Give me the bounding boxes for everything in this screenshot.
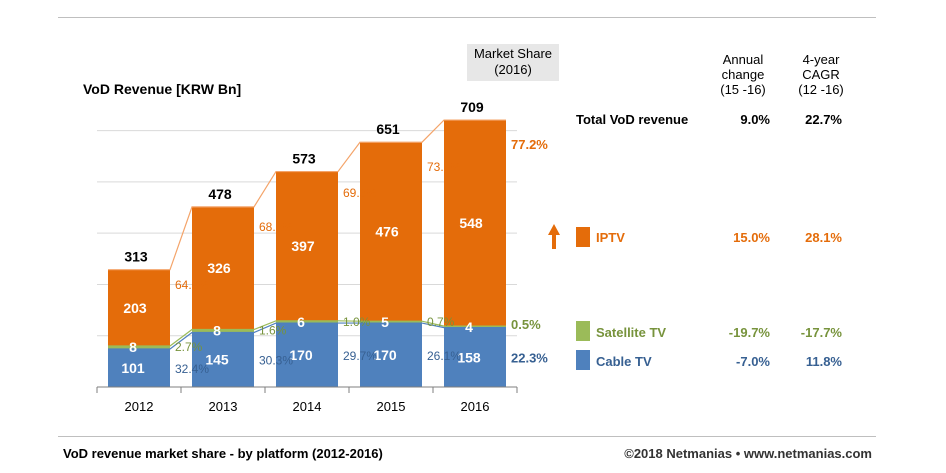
footer-caption: VoD revenue market share - by platform (… — [63, 446, 383, 461]
iptv-share-label: 69.3% — [343, 186, 377, 200]
satellite-value-label: 4 — [465, 319, 473, 335]
satellite-value-label: 5 — [381, 314, 389, 330]
bar-satellite-tv — [444, 326, 506, 328]
satellite-value-label: 8 — [129, 339, 137, 355]
total-row-label: Total VoD revenue — [576, 112, 689, 127]
iptv-share-label: 73.1% — [427, 160, 461, 174]
total-label: 651 — [376, 121, 400, 137]
cable-share-line — [108, 322, 506, 350]
cable-value-label: 101 — [121, 360, 145, 376]
satellite-share-label: 0.7% — [427, 315, 455, 329]
cable-share-label: 26.1% — [427, 349, 461, 363]
annual-change-header-line1: Annual — [722, 52, 764, 67]
x-tick-label: 2016 — [461, 399, 490, 414]
bar-cable-tv — [276, 323, 338, 387]
iptv-value-label: 397 — [291, 238, 315, 254]
cable-row-annual: -7.0% — [736, 354, 770, 369]
top-rule — [58, 17, 876, 18]
bar-cable-tv — [444, 327, 506, 387]
cable-share-label: 32.4% — [175, 362, 209, 376]
cable-row-label: Cable TV — [596, 354, 652, 369]
cable-value-label: 170 — [289, 347, 313, 363]
chart-title: VoD Revenue [KRW Bn] — [83, 81, 242, 97]
satellite-share-label: 1.0% — [343, 315, 371, 329]
iptv-share-label: 64.9% — [175, 278, 209, 292]
bar-iptv — [192, 206, 254, 330]
total-label: 709 — [460, 99, 484, 115]
annual-change-header: Annual change (15 -16) — [708, 52, 778, 97]
bar-satellite-tv — [360, 321, 422, 324]
bar-cable-tv — [192, 332, 254, 387]
satellite-row-annual: -19.7% — [728, 325, 770, 340]
iptv-row-cagr: 28.1% — [805, 230, 842, 245]
footer-copyright: ©2018 Netmanias • www.netmanias.com — [624, 446, 872, 461]
total-row-cagr: 22.7% — [805, 112, 842, 127]
satellite-share-label: 2.7% — [175, 340, 203, 354]
iptv-share-line — [108, 119, 506, 271]
total-label: 313 — [124, 249, 148, 265]
cable-legend-swatch — [576, 350, 590, 370]
x-tick-label: 2013 — [209, 399, 238, 414]
total-row-annual: 9.0% — [740, 112, 770, 127]
iptv-row-label: IPTV — [596, 230, 625, 245]
total-label: 573 — [292, 151, 316, 167]
market-share-header-line2: (2016) — [494, 62, 532, 77]
market-share-header: Market Share (2016) — [467, 44, 559, 81]
annual-change-header-line2: change — [721, 67, 765, 82]
x-tick-label: 2012 — [125, 399, 154, 414]
bar-cable-tv — [108, 349, 170, 387]
up-arrow-icon — [548, 224, 560, 249]
cagr-header-line2: CAGR — [802, 67, 840, 82]
cagr-header-line1: 4-year — [802, 52, 840, 67]
x-tick-label: 2014 — [293, 399, 322, 414]
satellite-value-label: 8 — [213, 322, 221, 338]
footer-rule — [58, 436, 876, 437]
satellite-legend-swatch — [576, 321, 590, 341]
cable-value-label: 145 — [205, 352, 229, 368]
bar-iptv — [276, 171, 338, 321]
cable-share-label: 29.7% — [343, 349, 377, 363]
x-tick-label: 2015 — [377, 399, 406, 414]
iptv-value-label: 548 — [459, 215, 483, 231]
cable-share-label: 22.3% — [511, 350, 548, 365]
iptv-row-annual: 15.0% — [733, 230, 770, 245]
iptv-value-label: 203 — [123, 300, 147, 316]
iptv-share-label: 77.2% — [511, 137, 548, 152]
satellite-share-line — [108, 320, 506, 347]
satellite-share-label: 1.6% — [259, 323, 287, 337]
iptv-legend-swatch — [576, 227, 590, 247]
cable-share-label: 30.3% — [259, 354, 293, 368]
satellite-row-cagr: -17.7% — [800, 325, 842, 340]
cagr-header: 4-year CAGR (12 -16) — [786, 52, 856, 97]
cagr-header-line3: (12 -16) — [798, 82, 844, 97]
annual-change-header-line3: (15 -16) — [720, 82, 766, 97]
bar-satellite-tv — [108, 346, 170, 350]
cable-row-cagr: 11.8% — [805, 354, 842, 369]
total-label: 478 — [208, 186, 232, 202]
iptv-share-label: 68.2% — [259, 220, 293, 234]
iptv-value-label: 476 — [375, 224, 399, 240]
cable-value-label: 158 — [457, 349, 481, 365]
bar-satellite-tv — [276, 320, 338, 324]
bar-iptv — [444, 120, 506, 327]
iptv-value-label: 326 — [207, 260, 231, 276]
satellite-share-label: 0.5% — [511, 317, 541, 332]
satellite-row-label: Satellite TV — [596, 325, 667, 340]
bar-satellite-tv — [192, 329, 254, 333]
bar-iptv — [360, 142, 422, 322]
market-share-header-line1: Market Share — [473, 46, 553, 61]
bar-iptv — [108, 269, 170, 347]
bar-cable-tv — [360, 323, 422, 387]
satellite-value-label: 6 — [297, 314, 305, 330]
cable-value-label: 170 — [373, 347, 397, 363]
